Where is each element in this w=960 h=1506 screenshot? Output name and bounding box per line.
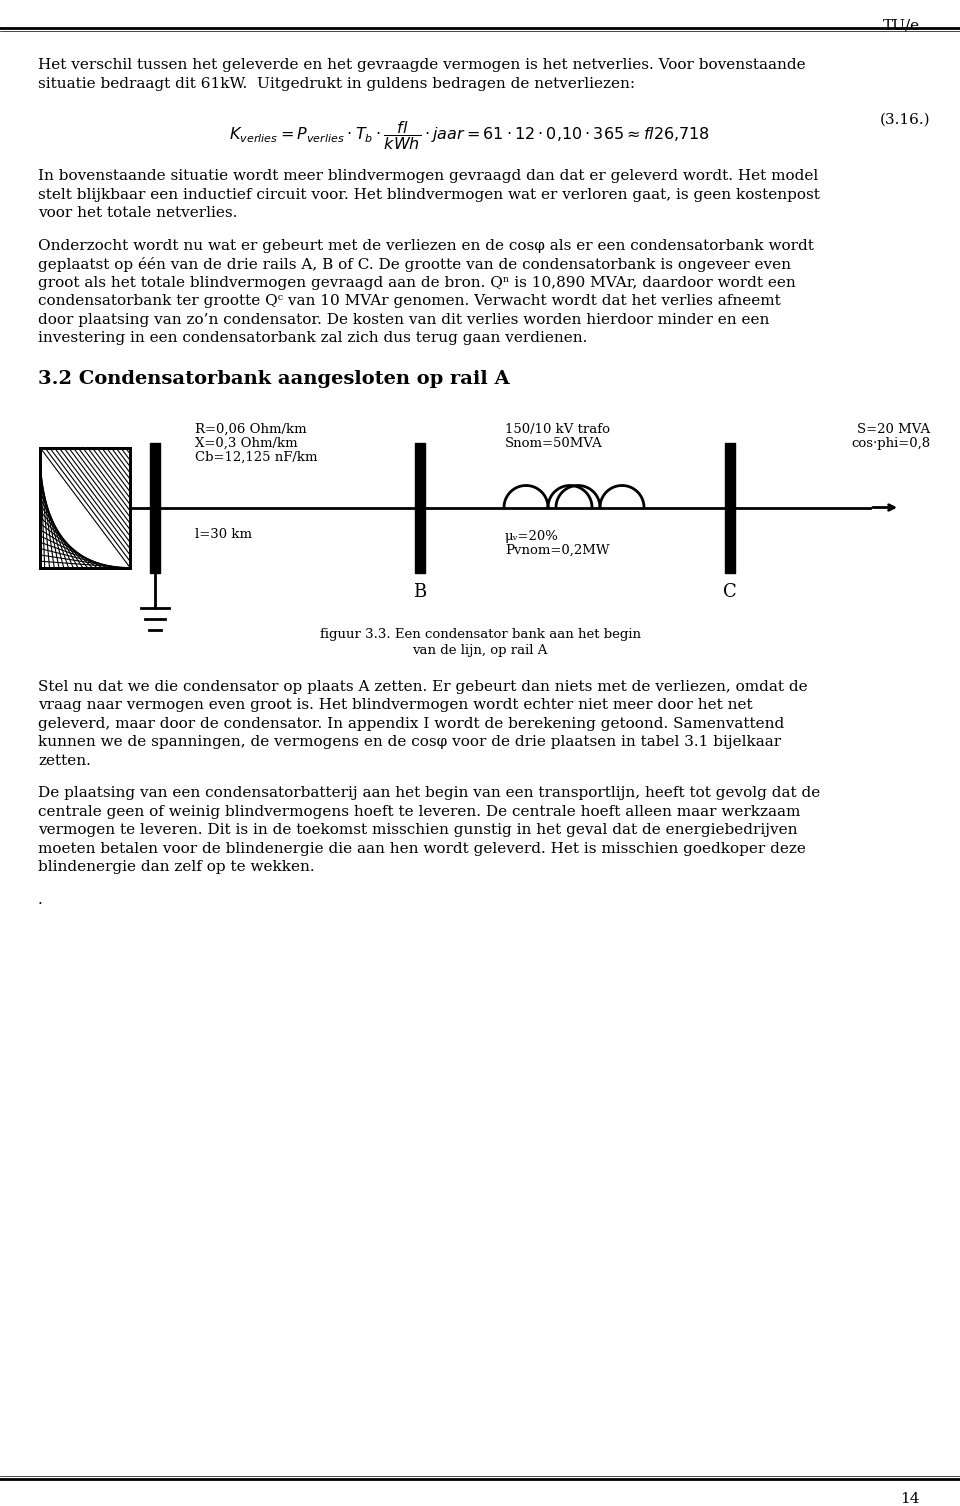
Text: zetten.: zetten. (38, 753, 91, 768)
Text: 3.2 Condensatorbank aangesloten op rail A: 3.2 Condensatorbank aangesloten op rail … (38, 369, 510, 387)
Text: $K_{\mathit{verlies}} = P_{\mathit{verlies}} \cdot T_b \cdot \dfrac{fl}{kWh} \cd: $K_{\mathit{verlies}} = P_{\mathit{verli… (229, 119, 710, 152)
Text: moeten betalen voor de blindenergie die aan hen wordt geleverd. Het is misschien: moeten betalen voor de blindenergie die … (38, 842, 805, 855)
Text: R=0,06 Ohm/km: R=0,06 Ohm/km (195, 423, 306, 435)
Text: vraag naar vermogen even groot is. Het blindvermogen wordt echter niet meer door: vraag naar vermogen even groot is. Het b… (38, 697, 753, 712)
Text: TU/e: TU/e (883, 18, 920, 32)
Text: In bovenstaande situatie wordt meer blindvermogen gevraagd dan dat er geleverd w: In bovenstaande situatie wordt meer blin… (38, 169, 818, 184)
Text: Cb=12,125 nF/km: Cb=12,125 nF/km (195, 450, 318, 464)
Text: investering in een condensatorbank zal zich dus terug gaan verdienen.: investering in een condensatorbank zal z… (38, 331, 588, 345)
Text: Snom=50MVA: Snom=50MVA (505, 437, 603, 450)
Text: geplaatst op één van de drie rails A, B of C. De grootte van de condensatorbank : geplaatst op één van de drie rails A, B … (38, 258, 791, 273)
Text: condensatorbank ter grootte Qᶜ van 10 MVAr genomen. Verwacht wordt dat het verli: condensatorbank ter grootte Qᶜ van 10 MV… (38, 294, 780, 309)
Text: C: C (723, 583, 737, 601)
Text: groot als het totale blindvermogen gevraagd aan de bron. Qⁿ is 10,890 MVAr, daar: groot als het totale blindvermogen gevra… (38, 276, 796, 289)
Text: blindenergie dan zelf op te wekken.: blindenergie dan zelf op te wekken. (38, 860, 315, 873)
Text: B: B (414, 583, 426, 601)
Text: cos·phi=0,8: cos·phi=0,8 (851, 437, 930, 450)
Text: centrale geen of weinig blindvermogens hoeft te leveren. De centrale hoeft allee: centrale geen of weinig blindvermogens h… (38, 804, 801, 818)
Text: Het verschil tussen het geleverde en het gevraagde vermogen is het netverlies. V: Het verschil tussen het geleverde en het… (38, 59, 805, 72)
Text: geleverd, maar door de condensator. In appendix I wordt de berekening getoond. S: geleverd, maar door de condensator. In a… (38, 717, 784, 730)
Text: De plaatsing van een condensatorbatterij aan het begin van een transportlijn, he: De plaatsing van een condensatorbatterij… (38, 786, 820, 800)
Text: stelt blijkbaar een inductief circuit voor. Het blindvermogen wat er verloren ga: stelt blijkbaar een inductief circuit vo… (38, 188, 820, 202)
Text: Stel nu dat we die condensator op plaats A zetten. Er gebeurt dan niets met de v: Stel nu dat we die condensator op plaats… (38, 679, 807, 693)
Text: van de lijn, op rail A: van de lijn, op rail A (412, 643, 548, 657)
Text: 14: 14 (900, 1492, 920, 1506)
Text: .: . (38, 893, 43, 907)
Text: Pvnom=0,2MW: Pvnom=0,2MW (505, 544, 610, 557)
Text: S=20 MVA: S=20 MVA (857, 423, 930, 435)
Text: door plaatsing van zo’n condensator. De kosten van dit verlies worden hierdoor m: door plaatsing van zo’n condensator. De … (38, 313, 769, 327)
Text: 150/10 kV trafo: 150/10 kV trafo (505, 423, 610, 435)
Text: μᵥ=20%: μᵥ=20% (505, 530, 559, 542)
Text: (3.16.): (3.16.) (879, 113, 930, 127)
Text: l=30 km: l=30 km (195, 527, 252, 541)
Text: figuur 3.3. Een condensator bank aan het begin: figuur 3.3. Een condensator bank aan het… (320, 628, 640, 640)
Text: kunnen we de spanningen, de vermogens en de cosφ voor de drie plaatsen in tabel : kunnen we de spanningen, de vermogens en… (38, 735, 781, 748)
Text: Onderzocht wordt nu wat er gebeurt met de verliezen en de cosφ als er een conden: Onderzocht wordt nu wat er gebeurt met d… (38, 238, 814, 253)
Bar (40, 447, 130, 568)
Text: voor het totale netverlies.: voor het totale netverlies. (38, 206, 237, 220)
Text: situatie bedraagt dit 61kW.  Uitgedrukt in guldens bedragen de netverliezen:: situatie bedraagt dit 61kW. Uitgedrukt i… (38, 77, 636, 90)
Bar (40, 447, 130, 568)
Text: X=0,3 Ohm/km: X=0,3 Ohm/km (195, 437, 298, 450)
Text: vermogen te leveren. Dit is in de toekomst misschien gunstig in het geval dat de: vermogen te leveren. Dit is in de toekom… (38, 822, 798, 837)
